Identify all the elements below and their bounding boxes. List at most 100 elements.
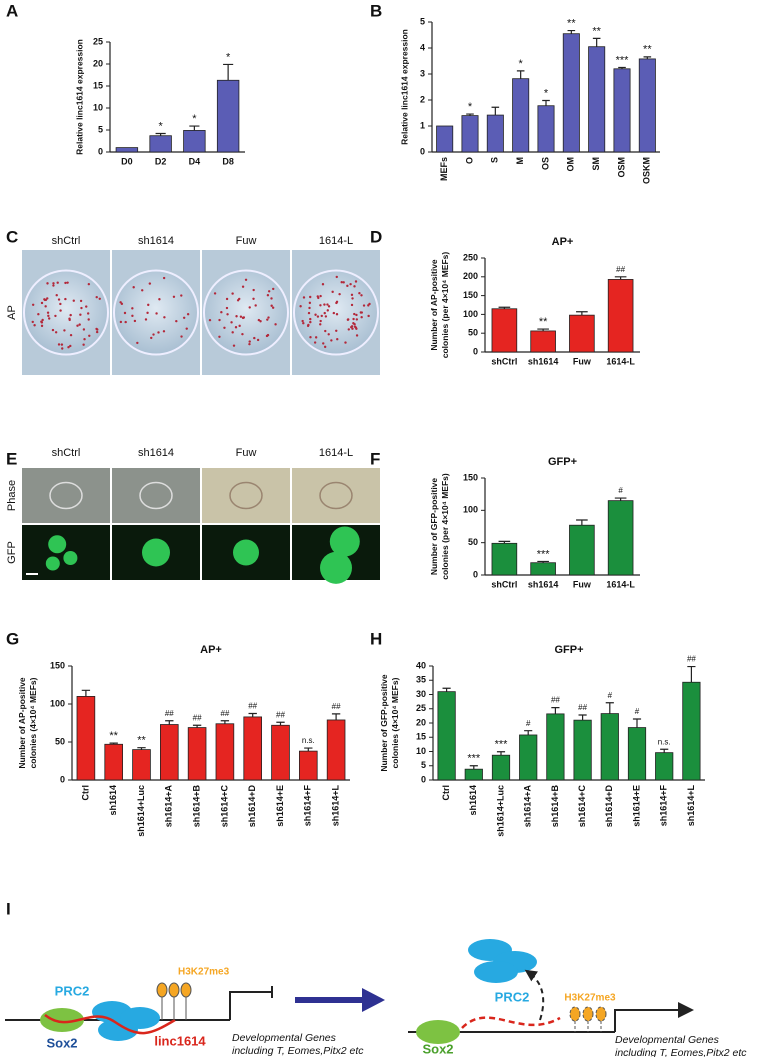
label: PRC2 bbox=[495, 989, 530, 1004]
colony bbox=[213, 292, 217, 295]
error-bar bbox=[469, 765, 478, 770]
gfp-colony bbox=[233, 539, 259, 566]
colony bbox=[186, 313, 190, 316]
annotation: *** bbox=[467, 753, 481, 765]
annotation: ** bbox=[643, 44, 652, 56]
lncrna bbox=[44, 1013, 176, 1035]
colony bbox=[69, 313, 72, 317]
annotation: *** bbox=[495, 739, 509, 751]
error-bar bbox=[220, 720, 230, 724]
error-bar bbox=[442, 687, 451, 692]
colony bbox=[79, 313, 82, 316]
colony bbox=[59, 302, 62, 306]
colony bbox=[64, 297, 67, 301]
panel-label: I bbox=[6, 899, 11, 918]
bar bbox=[530, 562, 556, 576]
bar bbox=[486, 114, 504, 153]
colony bbox=[299, 305, 302, 308]
colony bbox=[332, 311, 336, 315]
colony bbox=[229, 481, 263, 510]
colony bbox=[51, 328, 55, 332]
panel-label: A bbox=[6, 1, 18, 20]
colony bbox=[331, 290, 334, 294]
colony bbox=[157, 331, 160, 334]
x-tick-label: sh1614+E bbox=[275, 785, 285, 827]
label: Sox2 bbox=[46, 1035, 77, 1050]
annotation: n.s. bbox=[658, 737, 671, 746]
colony bbox=[139, 481, 173, 510]
colony bbox=[330, 339, 333, 342]
label: including T, Eomes,Pitx2 etc bbox=[615, 1047, 747, 1057]
colony bbox=[327, 333, 330, 336]
bar bbox=[491, 754, 511, 781]
y-tick-label: 10 bbox=[416, 746, 426, 756]
colony bbox=[324, 329, 327, 333]
error-bar bbox=[524, 730, 533, 735]
panel-label: B bbox=[370, 1, 382, 20]
annotation: ## bbox=[165, 709, 174, 718]
colony bbox=[87, 318, 90, 321]
photo bbox=[292, 468, 380, 523]
colony bbox=[124, 320, 127, 324]
annotation: * bbox=[158, 120, 163, 132]
colony bbox=[308, 301, 312, 305]
colony bbox=[309, 320, 312, 324]
colony bbox=[270, 304, 273, 307]
error-bar bbox=[276, 721, 285, 726]
y-tick-label: 35 bbox=[416, 675, 426, 685]
y-tick-label: 150 bbox=[463, 290, 478, 300]
column-label: shCtrl bbox=[52, 235, 81, 247]
colony bbox=[267, 316, 270, 319]
column-label: sh1614 bbox=[138, 235, 174, 247]
x-tick-label: Fuw bbox=[573, 356, 592, 366]
x-tick-label: OSKM bbox=[642, 157, 652, 184]
colony bbox=[63, 329, 66, 332]
colony bbox=[335, 300, 339, 304]
colony bbox=[82, 343, 85, 346]
row-label: GFP bbox=[6, 541, 18, 564]
dish bbox=[203, 269, 289, 356]
colony bbox=[144, 318, 148, 321]
y-tick-label: 4 bbox=[420, 42, 425, 52]
x-tick-label: D2 bbox=[155, 156, 167, 166]
colony bbox=[155, 312, 158, 315]
y-tick-label: 5 bbox=[420, 16, 425, 26]
colony bbox=[162, 330, 166, 333]
y-tick-label: 0 bbox=[420, 146, 425, 156]
colony bbox=[346, 284, 349, 288]
bar bbox=[464, 768, 483, 781]
bar bbox=[187, 727, 207, 781]
annotation: n.s. bbox=[302, 736, 315, 745]
colony bbox=[316, 315, 320, 318]
y-axis-label: Number of GFP-positive bbox=[379, 674, 389, 772]
annotation: # bbox=[618, 486, 623, 495]
colony bbox=[61, 347, 64, 350]
bar bbox=[491, 308, 518, 353]
x-tick-label: sh1614+C bbox=[577, 785, 587, 828]
colony bbox=[220, 310, 223, 314]
colony bbox=[235, 315, 238, 318]
colony bbox=[274, 323, 277, 326]
y-axis-label: colonies (per 4×10⁴ MEFs) bbox=[440, 252, 450, 359]
annotation: * bbox=[544, 87, 549, 99]
colony bbox=[314, 336, 318, 339]
x-tick-label: Ctrl bbox=[441, 785, 451, 801]
colony bbox=[43, 298, 46, 301]
error-bar bbox=[551, 707, 560, 714]
x-tick-label: sh1614 bbox=[108, 785, 118, 816]
colony bbox=[46, 282, 49, 285]
column-label: Fuw bbox=[236, 235, 257, 247]
colony bbox=[83, 338, 86, 341]
annotation: *** bbox=[616, 54, 630, 66]
x-tick-label: M bbox=[515, 157, 525, 165]
histone-marks bbox=[156, 982, 192, 1020]
y-tick-label: 50 bbox=[55, 736, 65, 746]
colony bbox=[132, 286, 135, 289]
bar bbox=[588, 46, 606, 153]
bar bbox=[546, 713, 565, 781]
bar bbox=[600, 713, 619, 781]
colony bbox=[353, 285, 356, 288]
bar bbox=[160, 724, 179, 781]
column-label: sh1614 bbox=[138, 447, 174, 459]
sox2 bbox=[416, 1020, 460, 1044]
